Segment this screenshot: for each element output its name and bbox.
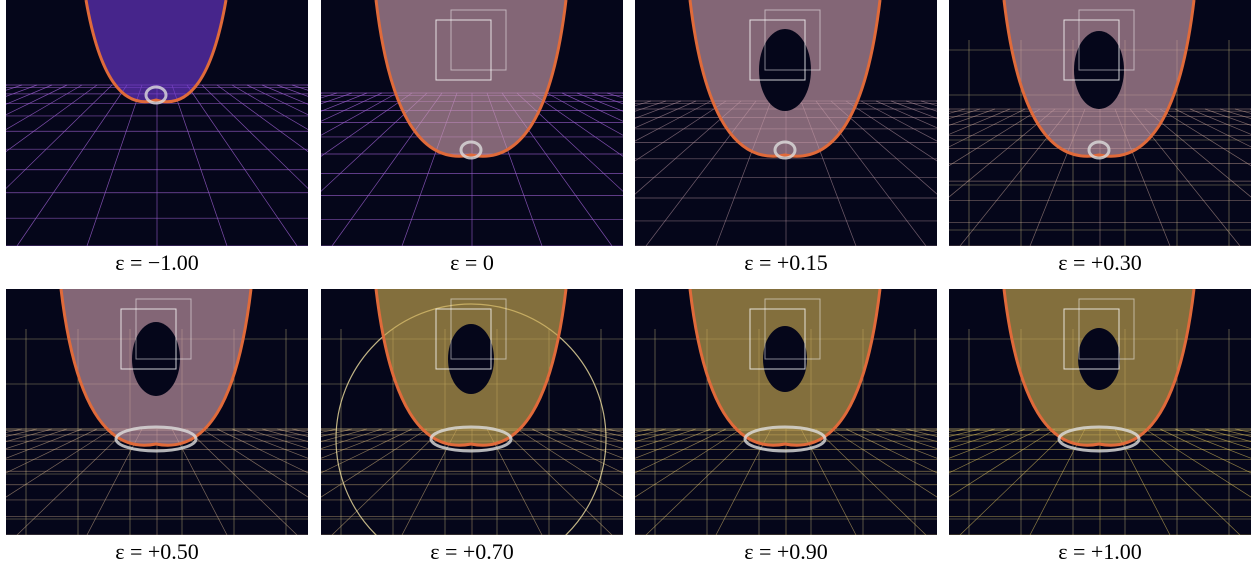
render-image (6, 289, 308, 535)
figure: ε = −1.00ε = 0ε = +0.15ε = +0.30ε = +0.5… (0, 0, 1255, 569)
render-image (949, 289, 1251, 535)
panel: ε = +0.50 (6, 289, 308, 535)
caption: ε = +0.30 (949, 250, 1251, 276)
caption: ε = +1.00 (949, 539, 1251, 565)
panel: ε = 0 (321, 0, 623, 246)
panel: ε = +0.15 (635, 0, 937, 246)
panel: ε = −1.00 (6, 0, 308, 246)
caption: ε = +0.50 (6, 539, 308, 565)
panel: ε = +1.00 (949, 289, 1251, 535)
render-image (321, 0, 623, 246)
render-image (635, 289, 937, 535)
caption: ε = +0.90 (635, 539, 937, 565)
render-image (321, 289, 623, 535)
render-image (6, 0, 308, 246)
panel: ε = +0.70 (321, 289, 623, 535)
caption: ε = +0.15 (635, 250, 937, 276)
render-image (949, 0, 1251, 246)
caption: ε = +0.70 (321, 539, 623, 565)
panel: ε = +0.30 (949, 0, 1251, 246)
caption: ε = 0 (321, 250, 623, 276)
caption: ε = −1.00 (6, 250, 308, 276)
panel: ε = +0.90 (635, 289, 937, 535)
render-image (635, 0, 937, 246)
